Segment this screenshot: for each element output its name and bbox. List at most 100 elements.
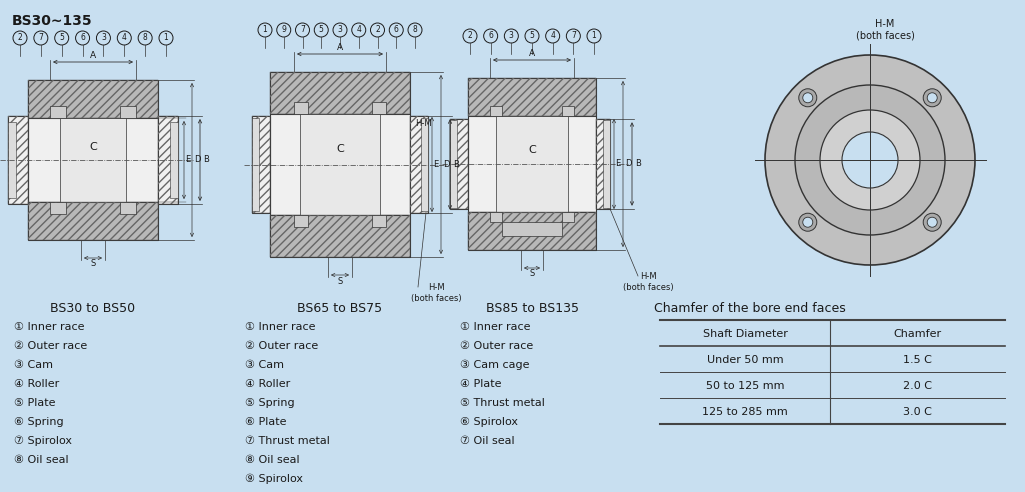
Text: ② Outer race: ② Outer race bbox=[245, 341, 318, 351]
Text: E: E bbox=[434, 160, 439, 169]
Bar bbox=[28, 118, 158, 202]
Text: 1: 1 bbox=[262, 26, 268, 34]
Text: 3.0 C: 3.0 C bbox=[903, 407, 932, 417]
Circle shape bbox=[370, 23, 384, 37]
Text: ⑤ Plate: ⑤ Plate bbox=[14, 398, 55, 408]
Text: 2: 2 bbox=[375, 26, 380, 34]
Text: ① Inner race: ① Inner race bbox=[460, 322, 531, 332]
Text: H-M
(both faces): H-M (both faces) bbox=[623, 272, 673, 292]
Circle shape bbox=[567, 29, 580, 43]
Text: ⑤ Thrust metal: ⑤ Thrust metal bbox=[460, 398, 545, 408]
Circle shape bbox=[390, 23, 403, 37]
Text: ⑦ Spirolox: ⑦ Spirolox bbox=[14, 436, 72, 446]
Bar bbox=[270, 114, 410, 215]
Text: H-M
(both faces): H-M (both faces) bbox=[856, 19, 914, 41]
Text: ① Inner race: ① Inner race bbox=[245, 322, 316, 332]
Text: Under 50 mm: Under 50 mm bbox=[706, 355, 783, 365]
Bar bbox=[596, 119, 610, 209]
Text: ⑧ Oil seal: ⑧ Oil seal bbox=[245, 455, 299, 465]
Circle shape bbox=[798, 213, 817, 231]
Bar bbox=[410, 117, 428, 213]
Text: 8: 8 bbox=[413, 26, 417, 34]
Text: 6: 6 bbox=[394, 26, 399, 34]
Bar bbox=[294, 215, 307, 227]
Text: ⑥ Spirolox: ⑥ Spirolox bbox=[460, 417, 518, 427]
Text: ⑦ Oil seal: ⑦ Oil seal bbox=[460, 436, 515, 446]
Text: 2.0 C: 2.0 C bbox=[903, 381, 932, 391]
Text: ⑥ Spring: ⑥ Spring bbox=[14, 417, 64, 427]
Circle shape bbox=[277, 23, 291, 37]
Text: D: D bbox=[443, 160, 449, 169]
Text: Chamfer: Chamfer bbox=[894, 329, 942, 339]
Circle shape bbox=[96, 31, 111, 45]
Circle shape bbox=[352, 23, 366, 37]
Circle shape bbox=[258, 23, 272, 37]
Text: 4: 4 bbox=[122, 33, 127, 42]
Bar bbox=[300, 114, 380, 215]
Circle shape bbox=[928, 217, 937, 227]
Bar bbox=[372, 215, 386, 227]
Bar bbox=[468, 78, 596, 116]
Text: ② Outer race: ② Outer race bbox=[460, 341, 533, 351]
Text: C: C bbox=[528, 145, 536, 154]
Text: H-M: H-M bbox=[415, 120, 432, 128]
Text: E: E bbox=[186, 155, 191, 164]
Bar bbox=[170, 122, 178, 198]
Text: 9: 9 bbox=[281, 26, 286, 34]
Text: B: B bbox=[203, 155, 209, 164]
Text: BS65 to BS75: BS65 to BS75 bbox=[297, 302, 382, 315]
Circle shape bbox=[159, 31, 173, 45]
Text: ⑨ Spirolox: ⑨ Spirolox bbox=[245, 474, 303, 484]
Bar bbox=[372, 102, 386, 114]
Text: ③ Cam: ③ Cam bbox=[14, 360, 53, 370]
Circle shape bbox=[315, 23, 328, 37]
Bar bbox=[28, 80, 158, 118]
Text: B: B bbox=[636, 159, 641, 168]
Bar bbox=[410, 117, 428, 213]
Text: D: D bbox=[625, 159, 631, 168]
Bar bbox=[28, 202, 158, 240]
Bar bbox=[468, 78, 596, 116]
Text: ⑥ Plate: ⑥ Plate bbox=[245, 417, 287, 427]
Bar bbox=[50, 202, 66, 214]
Text: 1: 1 bbox=[591, 31, 597, 40]
Text: C: C bbox=[89, 142, 97, 153]
Bar bbox=[421, 118, 428, 211]
Bar bbox=[603, 120, 610, 208]
Text: S: S bbox=[337, 277, 342, 285]
Text: S: S bbox=[529, 270, 535, 278]
Bar bbox=[468, 116, 596, 212]
Text: 3: 3 bbox=[508, 31, 514, 40]
Circle shape bbox=[76, 31, 89, 45]
Text: 50 to 125 mm: 50 to 125 mm bbox=[706, 381, 784, 391]
Text: ④ Roller: ④ Roller bbox=[14, 379, 59, 389]
Text: E: E bbox=[615, 159, 620, 168]
Circle shape bbox=[803, 217, 813, 227]
Bar bbox=[158, 116, 178, 204]
Circle shape bbox=[295, 23, 310, 37]
Bar bbox=[28, 202, 158, 240]
Text: 2: 2 bbox=[17, 33, 23, 42]
Text: 1: 1 bbox=[164, 33, 168, 42]
Circle shape bbox=[765, 55, 975, 265]
Circle shape bbox=[333, 23, 347, 37]
Text: 1.5 C: 1.5 C bbox=[903, 355, 932, 365]
Text: ① Inner race: ① Inner race bbox=[14, 322, 84, 332]
Circle shape bbox=[842, 132, 898, 188]
Text: 3: 3 bbox=[337, 26, 342, 34]
Text: H-M
(both faces): H-M (both faces) bbox=[411, 283, 461, 303]
Circle shape bbox=[795, 85, 945, 235]
Circle shape bbox=[408, 23, 422, 37]
Circle shape bbox=[138, 31, 152, 45]
Bar bbox=[158, 116, 178, 204]
Bar bbox=[468, 212, 596, 250]
Bar bbox=[252, 117, 270, 213]
Text: ② Outer race: ② Outer race bbox=[14, 341, 87, 351]
Text: BS85 to BS135: BS85 to BS135 bbox=[486, 302, 578, 315]
Bar bbox=[490, 106, 502, 116]
Text: Chamfer of the bore end faces: Chamfer of the bore end faces bbox=[654, 302, 846, 315]
Text: ⑧ Oil seal: ⑧ Oil seal bbox=[14, 455, 69, 465]
Bar bbox=[252, 118, 259, 211]
Circle shape bbox=[545, 29, 560, 43]
Circle shape bbox=[34, 31, 48, 45]
